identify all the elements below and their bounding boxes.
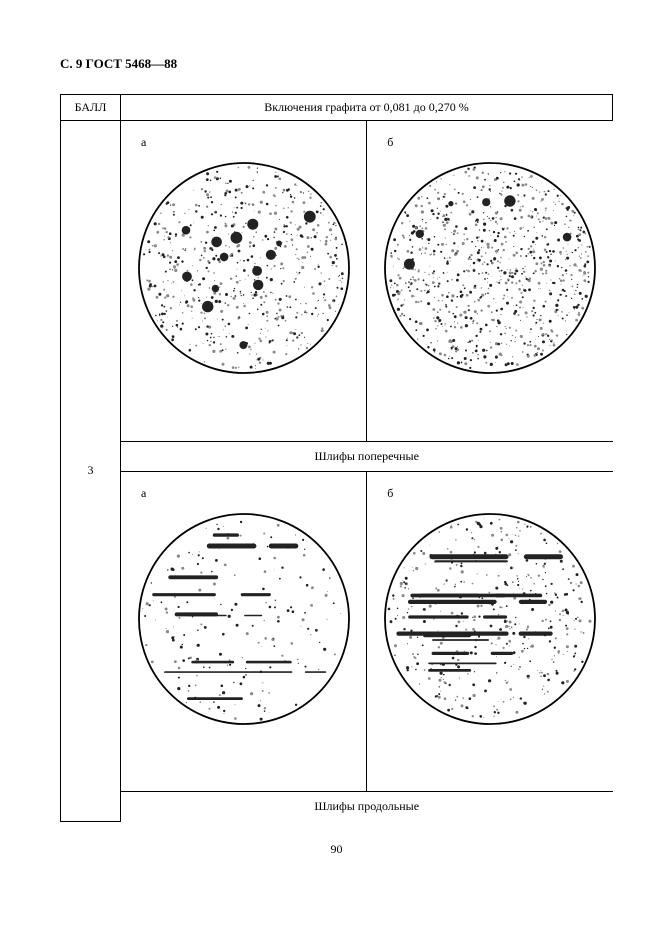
sample-label: б: [387, 486, 393, 501]
row-header-inclusions: Включения графита от 0,081 до 0,270 %: [121, 95, 613, 121]
sample-label: а: [141, 135, 146, 150]
sample-transverse-b: б: [367, 121, 613, 441]
sample-longitudinal-b: б: [367, 471, 613, 791]
col-header-score: БАЛЛ: [61, 95, 121, 121]
caption-transverse: Шлифы поперечные: [121, 441, 613, 471]
page-number: 90: [60, 842, 613, 857]
sample-transverse-a: а: [121, 121, 367, 441]
reference-table: БАЛЛ Включения графита от 0,081 до 0,270…: [60, 94, 613, 822]
micrograph-circle: [383, 512, 597, 726]
page-header: С. 9 ГОСТ 5468—88: [60, 56, 613, 72]
score-cell: 3: [61, 121, 121, 822]
sample-longitudinal-a: а: [121, 471, 367, 791]
sample-label: б: [387, 135, 393, 150]
micrograph-circle: [383, 161, 597, 375]
micrograph-circle: [137, 161, 351, 375]
sample-label: а: [141, 486, 146, 501]
micrograph-circle: [137, 512, 351, 726]
caption-longitudinal: Шлифы продольные: [121, 791, 613, 821]
